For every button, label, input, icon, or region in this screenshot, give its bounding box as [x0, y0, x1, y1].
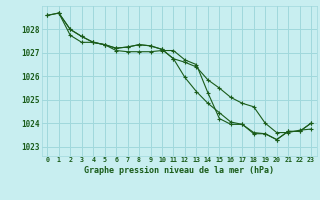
X-axis label: Graphe pression niveau de la mer (hPa): Graphe pression niveau de la mer (hPa): [84, 166, 274, 175]
